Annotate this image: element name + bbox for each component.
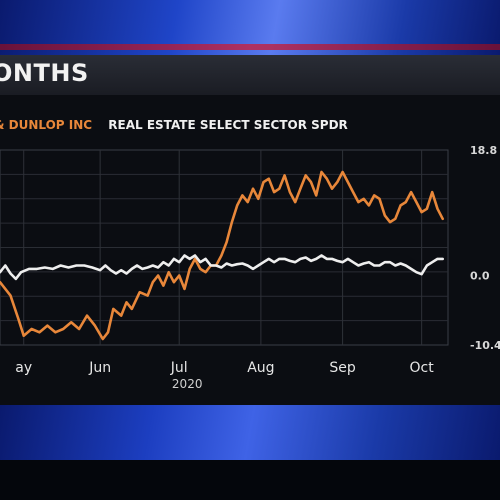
page-title: ONTHS xyxy=(0,59,89,87)
x-tick-label: Jul xyxy=(170,360,188,376)
y-tick-label: 18.8 xyxy=(470,144,497,157)
chart-panel xyxy=(0,95,500,405)
y-tick-label: 0.0 xyxy=(470,270,490,283)
legend-entry-dunlop: & DUNLOP INC xyxy=(0,118,93,132)
bottom-strip xyxy=(0,460,500,500)
top-band-accent xyxy=(0,44,500,50)
x-tick-label: Oct xyxy=(410,360,435,376)
series-line-real-estate xyxy=(0,254,444,281)
x-tick-sublabel: 2020 xyxy=(172,377,203,391)
bottom-band xyxy=(0,405,500,460)
x-tick-label: ay xyxy=(15,360,32,376)
series-line-dunlop xyxy=(0,170,444,341)
x-tick-label: Sep xyxy=(329,360,356,376)
x-tick-label: Jun xyxy=(88,360,111,376)
y-tick-label: -10.4 xyxy=(470,339,500,352)
chart-legend: & DUNLOP INC REAL ESTATE SELECT SECTOR S… xyxy=(0,118,360,138)
header-bar: ONTHS xyxy=(0,55,500,95)
legend-entry-real-estate: REAL ESTATE SELECT SECTOR SPDR xyxy=(108,118,348,132)
x-tick-label: Aug xyxy=(247,360,274,376)
